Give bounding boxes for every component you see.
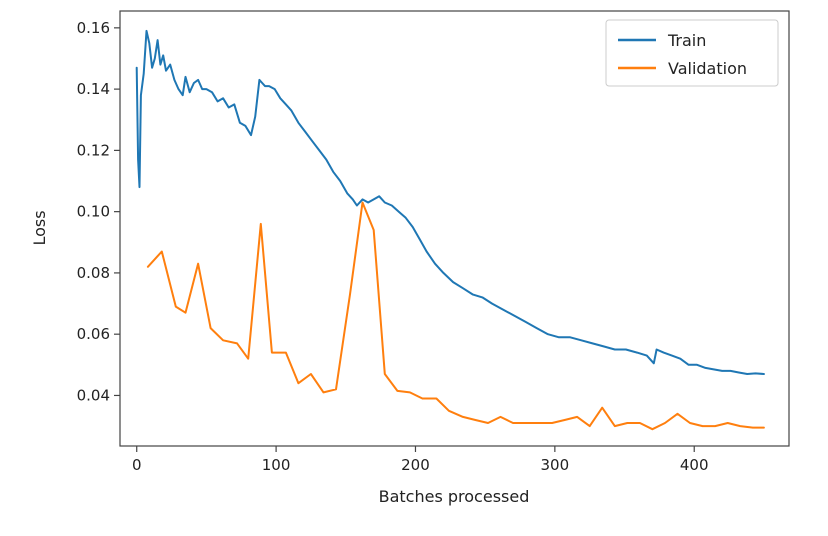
x-tick-label: 400 bbox=[680, 456, 709, 474]
legend-label-validation: Validation bbox=[668, 59, 747, 78]
y-tick-label: 0.04 bbox=[77, 386, 110, 404]
x-tick-label: 200 bbox=[401, 456, 430, 474]
y-tick-label: 0.14 bbox=[77, 80, 110, 98]
y-tick-label: 0.06 bbox=[77, 325, 110, 343]
x-tick-label: 100 bbox=[262, 456, 291, 474]
x-tick-label: 300 bbox=[541, 456, 570, 474]
series-line-validation bbox=[146, 201, 765, 431]
legend-label-train: Train bbox=[667, 31, 706, 50]
x-axis-title: Batches processed bbox=[379, 487, 530, 506]
y-axis-title: Loss bbox=[30, 210, 49, 245]
y-tick-label: 0.08 bbox=[77, 264, 110, 282]
y-tick-label: 0.12 bbox=[77, 141, 110, 159]
y-axis: 0.04 0.06 0.08 0.10 0.12 0.14 0.16 bbox=[77, 19, 120, 404]
series-line-train bbox=[135, 29, 765, 375]
legend-box bbox=[605, 19, 779, 87]
legend: Train Validation bbox=[605, 19, 779, 87]
series-layer bbox=[135, 29, 765, 431]
y-tick-label: 0.16 bbox=[77, 19, 110, 37]
y-tick-label: 0.10 bbox=[77, 203, 110, 221]
x-axis: 0 100 200 300 400 bbox=[132, 446, 709, 474]
x-tick-label: 0 bbox=[132, 456, 142, 474]
